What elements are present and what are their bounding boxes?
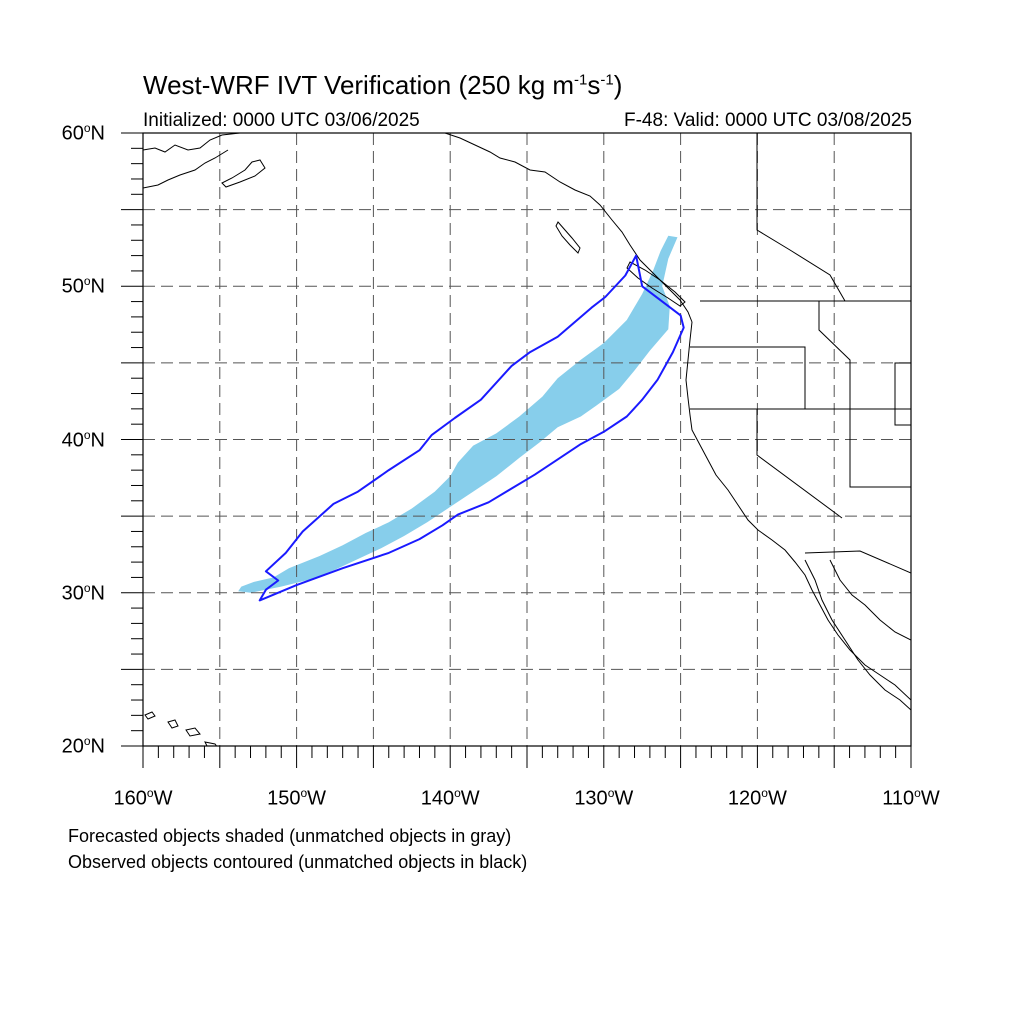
lat-label: 40oN	[61, 427, 105, 452]
hawaii-islands	[144, 711, 218, 746]
initialized-time: Initialized: 0000 UTC 03/06/2025	[143, 110, 420, 131]
graticule	[143, 133, 911, 746]
alaska-coastline	[143, 133, 241, 189]
lat-label: 30oN	[61, 580, 105, 605]
map-title: West-WRF IVT Verification (250 kg m-1s-1…	[143, 70, 623, 100]
southeast-alaska-coast	[444, 133, 693, 323]
haida-gwaii	[555, 221, 581, 254]
lon-label: 140oW	[420, 786, 480, 810]
footnote-forecast: Forecasted objects shaded (unmatched obj…	[68, 826, 512, 846]
bc-ab-border	[756, 133, 846, 302]
plot-area	[143, 133, 911, 746]
observed-objects	[258, 254, 685, 602]
lat-label: 50oN	[61, 274, 105, 298]
us-west-coast	[685, 321, 911, 701]
baja-california	[804, 559, 911, 711]
observed-ivt-contour	[258, 254, 685, 602]
footnote-observed: Observed objects contoured (unmatched ob…	[68, 852, 528, 872]
axis-ticks	[121, 132, 912, 768]
mt-border	[894, 362, 911, 426]
lat-label: 20oN	[61, 734, 105, 758]
coastlines-and-borders	[143, 133, 911, 746]
lon-label: 120oW	[727, 786, 787, 810]
wa-or-border	[690, 346, 806, 409]
kodiak-coast	[221, 159, 266, 188]
lon-label: 130oW	[574, 786, 634, 810]
lon-label: 160oW	[113, 786, 173, 810]
lat-label: 60oN	[61, 121, 105, 145]
vancouver-island	[626, 261, 686, 307]
ca-nv-border	[756, 409, 843, 519]
idaho-border	[818, 301, 911, 488]
us-mexico-border	[804, 550, 911, 574]
lon-label: 110oW	[882, 786, 940, 810]
lon-label: 150oW	[267, 786, 327, 810]
valid-time: F-48: Valid: 0000 UTC 03/08/2025	[624, 110, 912, 131]
